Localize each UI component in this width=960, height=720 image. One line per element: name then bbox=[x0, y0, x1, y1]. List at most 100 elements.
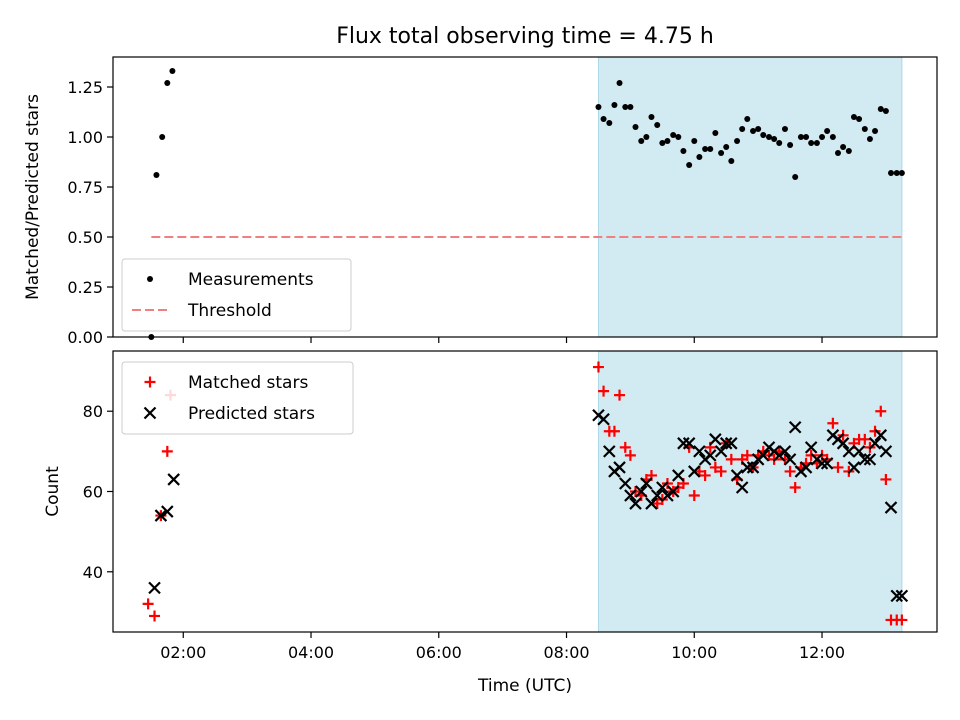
matched-star-point bbox=[869, 425, 881, 437]
measurement-point bbox=[664, 138, 671, 144]
measurement-point bbox=[787, 142, 794, 148]
matched-star-point bbox=[827, 417, 839, 429]
predicted-star-point bbox=[687, 465, 701, 478]
predicted-star-point bbox=[890, 589, 904, 603]
predicted-star-point bbox=[677, 437, 690, 450]
chart-title: Flux total observing time = 4.75 h bbox=[336, 24, 714, 49]
predicted-star-point bbox=[624, 489, 637, 502]
predicted-star-point bbox=[746, 461, 760, 474]
measurement-point bbox=[632, 124, 639, 130]
matched-star-point bbox=[149, 610, 161, 622]
top-legend: Measurements Threshold bbox=[121, 258, 352, 332]
measurement-point bbox=[696, 154, 703, 160]
measurement-point bbox=[819, 134, 826, 140]
matched-star-point bbox=[805, 449, 817, 461]
measurement-point bbox=[898, 170, 905, 176]
bottom-y-axis-label: Count bbox=[43, 466, 63, 517]
matched-star-point bbox=[592, 361, 604, 373]
x-axis-label: Time (UTC) bbox=[477, 676, 572, 696]
measurement-point bbox=[882, 108, 889, 114]
matched-star-point bbox=[741, 449, 753, 461]
predicted-star-point bbox=[788, 420, 802, 434]
measurement-point bbox=[616, 80, 623, 86]
measurement-point bbox=[771, 136, 778, 142]
bottom-y-tick-label: 60 bbox=[83, 483, 103, 502]
predicted-star-point bbox=[672, 469, 685, 482]
top-y-tick-label: 0.75 bbox=[67, 178, 103, 197]
predicted-star-point bbox=[820, 457, 834, 470]
matched-star-point bbox=[859, 433, 871, 445]
top-y-tick-label: 1.25 bbox=[67, 78, 103, 97]
top-y-tick-label: 0.00 bbox=[67, 328, 103, 347]
predicted-star-point bbox=[868, 437, 882, 450]
matched-star-point bbox=[880, 473, 892, 485]
legend-label: Matched stars bbox=[188, 373, 308, 393]
predicted-star-point bbox=[629, 497, 642, 510]
measurement-point bbox=[723, 144, 730, 150]
matched-star-point bbox=[725, 453, 737, 465]
matched-star-point bbox=[624, 449, 636, 461]
measurement-point bbox=[670, 132, 677, 138]
measurement-point bbox=[707, 146, 714, 152]
measurement-point bbox=[813, 140, 820, 146]
legend-box bbox=[121, 361, 354, 435]
predicted-star-point bbox=[741, 461, 754, 474]
matched-star-point bbox=[699, 469, 711, 481]
predicted-star-point bbox=[656, 481, 669, 494]
matched-star-point bbox=[896, 614, 908, 626]
measurement-point bbox=[638, 138, 645, 144]
measurement-point bbox=[691, 138, 698, 144]
predicted-star-point bbox=[799, 461, 813, 474]
x-tick-label: 12:00 bbox=[799, 643, 845, 662]
measurement-point bbox=[797, 134, 804, 140]
predicted-star-point bbox=[719, 437, 733, 450]
x-tick-label: 10:00 bbox=[671, 643, 717, 662]
measurement-point bbox=[750, 128, 757, 134]
predicted-star-point bbox=[847, 461, 861, 474]
measurement-point bbox=[643, 134, 650, 140]
matched-star-point bbox=[598, 385, 610, 397]
predicted-star-point bbox=[603, 445, 616, 458]
measurement-point bbox=[877, 106, 884, 112]
legend-box bbox=[121, 258, 352, 332]
predicted-star-point bbox=[756, 449, 770, 462]
predicted-star-point bbox=[863, 453, 877, 466]
predicted-star-point bbox=[735, 481, 749, 494]
bottom-x-ticks: 02:00 04:00 06:00 08:00 10:00 12:00 bbox=[160, 632, 845, 662]
measurement-point bbox=[893, 170, 900, 176]
measurement-point bbox=[760, 132, 767, 138]
predicted-star-point bbox=[772, 449, 786, 462]
x-tick-label: 04:00 bbox=[288, 643, 334, 662]
predicted-star-point bbox=[703, 449, 717, 462]
predicted-star-point bbox=[730, 469, 744, 482]
predicted-star-point bbox=[619, 477, 632, 490]
predicted-star-point bbox=[815, 457, 829, 470]
measurement-point bbox=[159, 134, 166, 140]
measurement-point bbox=[734, 138, 741, 144]
predicted-star-point bbox=[645, 497, 658, 510]
top-y-tick-label: 1.00 bbox=[67, 128, 103, 147]
legend-swatch bbox=[143, 406, 157, 420]
predicted-star-point bbox=[858, 453, 872, 466]
bottom-legend: Matched stars Predicted stars bbox=[121, 361, 354, 435]
x-tick-label: 08:00 bbox=[543, 643, 589, 662]
predicted-star-point bbox=[650, 489, 664, 502]
legend-swatch bbox=[147, 276, 153, 282]
legend-label: Threshold bbox=[187, 301, 272, 321]
measurement-point bbox=[595, 104, 602, 110]
bottom-panel: 40 60 80 02:00 04:00 06:00 08:00 10:00 12:00 Co… bbox=[43, 350, 938, 696]
measurement-point bbox=[659, 140, 666, 146]
matched-star-point bbox=[608, 425, 620, 437]
measurement-point bbox=[845, 148, 852, 154]
top-data-marks bbox=[148, 68, 905, 340]
predicted-star-point bbox=[640, 477, 653, 490]
predicted-star-point bbox=[874, 429, 888, 442]
predicted-star-point bbox=[154, 509, 168, 522]
measurement-point bbox=[829, 134, 836, 140]
top-panel: 0.00 0.25 0.50 0.75 1.00 1.25 Matched/Predict… bbox=[23, 56, 938, 347]
measurement-point bbox=[648, 114, 655, 120]
predicted-star-point bbox=[693, 445, 706, 458]
x-tick-label: 06:00 bbox=[416, 643, 462, 662]
bottom-y-tick-label: 40 bbox=[83, 563, 103, 582]
measurement-point bbox=[808, 140, 815, 146]
